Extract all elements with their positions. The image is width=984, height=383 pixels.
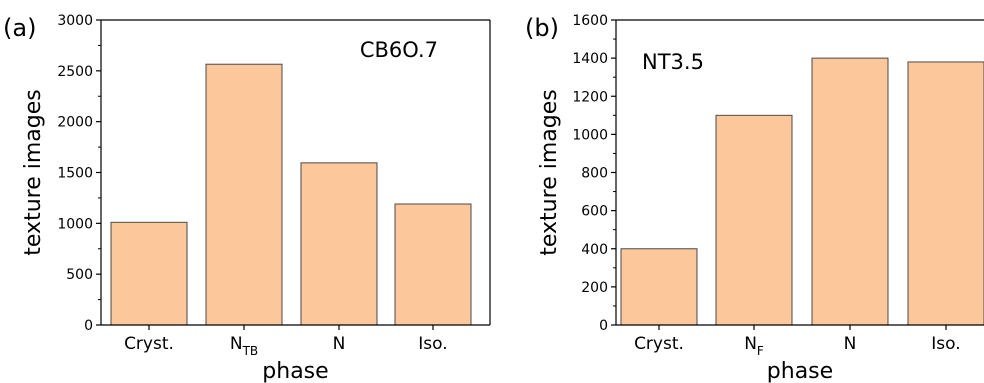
x-tick-label-subscript: TB [242, 344, 259, 358]
x-tick-label: Cryst. [124, 334, 174, 354]
bar-n-f [715, 114, 793, 326]
y-tick-label: 1200 [572, 89, 608, 105]
x-tick-label-main: Cryst. [634, 334, 684, 354]
y-tick-label: 200 [581, 280, 608, 296]
y-tick-label: 0 [599, 318, 608, 334]
x-tick-label-main: N [333, 334, 346, 354]
x-axis-title: phase [767, 359, 833, 383]
y-tick-label: 1400 [572, 51, 608, 67]
x-tick-label-main: Iso. [418, 334, 447, 354]
x-tick-label-main: N [230, 334, 243, 354]
y-tick-label: 2000 [57, 115, 93, 131]
bar-n-tb [205, 63, 283, 326]
sample-annotation: NT3.5 [642, 50, 704, 74]
x-axis-title: phase [262, 359, 328, 383]
y-tick-label: 2500 [57, 64, 93, 80]
x-tick-label: NF [744, 334, 764, 358]
x-tick-label: Iso. [931, 334, 960, 354]
bar-n [811, 57, 889, 326]
y-axis-title: texture images [537, 89, 562, 255]
x-tick-label-main: Cryst. [124, 334, 174, 354]
panel-label: (b) [525, 14, 559, 42]
bar-iso [907, 61, 984, 326]
y-tick-label: 800 [581, 166, 608, 182]
x-tick-label: N [333, 334, 346, 354]
y-tick-label: 0 [84, 318, 93, 334]
y-tick-label: 1000 [572, 127, 608, 143]
bar-n [300, 162, 378, 326]
x-tick-label-main: N [844, 334, 857, 354]
x-tick-label: Cryst. [634, 334, 684, 354]
y-tick-label: 600 [581, 204, 608, 220]
y-axis-title: texture images [21, 89, 46, 255]
y-tick-label: 3000 [57, 13, 93, 29]
y-tick-label: 1500 [57, 166, 93, 182]
x-tick-label: N [844, 334, 857, 354]
x-tick-label: Iso. [418, 334, 447, 354]
y-tick-label: 1000 [57, 216, 93, 232]
y-tick-label: 400 [581, 242, 608, 258]
bar-cryst [620, 248, 698, 326]
bar-cryst [110, 221, 188, 326]
x-tick-label-main: N [744, 334, 757, 354]
panel-label: (a) [3, 14, 36, 42]
y-tick-label: 1600 [572, 13, 608, 29]
sample-annotation: CB6O.7 [360, 38, 438, 62]
y-tick-label: 500 [66, 267, 93, 283]
x-tick-label-subscript: F [757, 344, 764, 358]
x-tick-label-main: Iso. [931, 334, 960, 354]
bar-iso [394, 203, 472, 326]
x-tick-label: NTB [230, 334, 258, 358]
